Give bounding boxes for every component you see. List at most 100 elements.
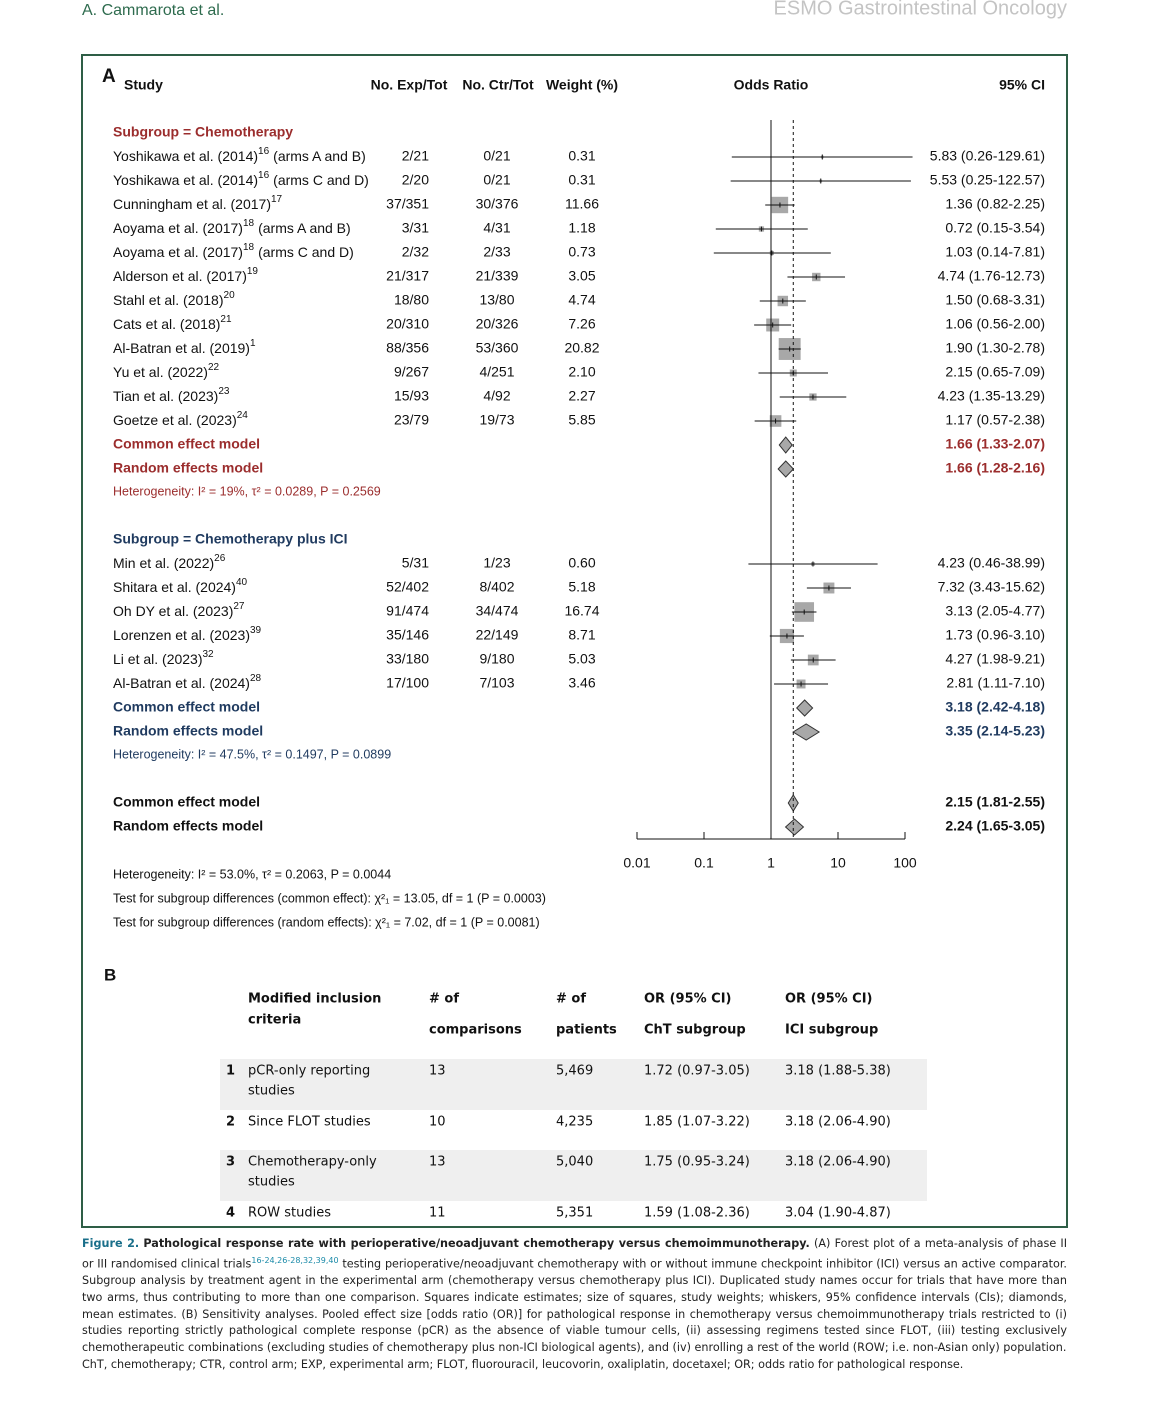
weight: 0.31: [568, 148, 595, 164]
criteria: pCR-only reporting: [248, 1064, 370, 1079]
ctr-count: 30/376: [476, 196, 519, 212]
study-name-text: Alderson et al. (2017): [113, 268, 247, 284]
exp-count: 3/31: [402, 220, 429, 236]
caption-text: testing perioperative/neoadjuvant chemot…: [82, 1257, 1067, 1354]
study-ref: 24: [237, 410, 249, 421]
column-header: Weight (%): [546, 77, 618, 93]
study-name-text: Shitara et al. (2024): [113, 579, 236, 595]
x-tick-label: 0.1: [694, 855, 714, 871]
study-name: Tian et al. (2023)23: [113, 386, 230, 404]
study-ref: 21: [220, 314, 232, 325]
table-header: # of: [429, 992, 459, 1007]
criteria: studies: [248, 1084, 295, 1099]
subgroup-title: Subgroup = Chemotherapy: [113, 124, 293, 140]
model-name: Common effect model: [113, 436, 260, 452]
pooled-ci: 3.35 (2.14-5.23): [945, 723, 1045, 739]
exp-count: 88/356: [386, 340, 429, 356]
ctr-count: 0/21: [483, 148, 510, 164]
criteria: Chemotherapy-only: [248, 1155, 377, 1170]
caption-footnote: ChT, chemotherapy; CTR, control arm; EXP…: [82, 1357, 964, 1371]
study-name-text: Lorenzen et al. (2023): [113, 627, 250, 643]
study-name: Shitara et al. (2024)40: [113, 577, 248, 595]
table-cell: 3.18 (2.06-4.90): [785, 1115, 891, 1130]
subgroup-test: Test for subgroup differences (random ef…: [113, 915, 540, 929]
pooled-ci: 1.66 (1.28-2.16): [945, 460, 1045, 476]
exp-count: 15/93: [394, 388, 429, 404]
study-ci: 2.15 (0.65-7.09): [945, 364, 1045, 380]
ctr-count: 4/92: [483, 388, 510, 404]
table-cell: 3.18 (1.88-5.38): [785, 1064, 891, 1079]
exp-count: 17/100: [386, 675, 429, 691]
study-name-text: Yoshikawa et al. (2014): [113, 172, 258, 188]
pooled-diamond: [778, 436, 793, 454]
study-ref: 16: [258, 146, 270, 157]
ctr-count: 7/103: [479, 675, 514, 691]
study-ci: 4.23 (1.35-13.29): [938, 388, 1045, 404]
study-ref: 26: [214, 553, 226, 564]
table-header: ICI subgroup: [785, 1023, 878, 1038]
pooled-diamond: [787, 794, 799, 812]
table-header: ChT subgroup: [644, 1023, 746, 1038]
row-number: 3: [226, 1155, 235, 1170]
pooled-ci: 1.66 (1.33-2.07): [945, 436, 1045, 452]
study-name: Min et al. (2022)26: [113, 553, 226, 571]
figure-frame: [81, 54, 1068, 1228]
study-name-text: Min et al. (2022): [113, 555, 214, 571]
study-name: Cats et al. (2018)21: [113, 314, 232, 332]
table-cell: 1.85 (1.07-3.22): [644, 1115, 750, 1130]
running-author: A. Cammarota et al.: [82, 2, 224, 19]
pooled-diamond: [792, 723, 821, 741]
heterogeneity: Heterogeneity: I² = 47.5%, τ² = 0.1497, …: [113, 747, 391, 761]
weight: 5.18: [568, 579, 595, 595]
exp-count: 37/351: [386, 196, 429, 212]
caption-refs: 16-24,26-28,32,39,40: [251, 1255, 339, 1265]
exp-count: 2/20: [402, 172, 429, 188]
caption-label: Figure 2.: [82, 1237, 140, 1250]
study-arms: (arms C and D): [273, 172, 369, 188]
study-ci: 1.73 (0.96-3.10): [945, 627, 1045, 643]
criteria: Since FLOT studies: [248, 1115, 371, 1130]
column-header: No. Ctr/Tot: [462, 77, 534, 93]
ctr-count: 4/251: [479, 364, 514, 380]
study-name: Yu et al. (2022)22: [113, 362, 220, 380]
row-number: 2: [226, 1115, 235, 1130]
exp-count: 23/79: [394, 412, 429, 428]
ctr-count: 8/402: [479, 579, 514, 595]
study-ref: 39: [250, 625, 262, 636]
study-ref: 23: [218, 386, 230, 397]
weight: 2.27: [568, 388, 595, 404]
weight: 5.03: [568, 651, 595, 667]
table-cell: 1.75 (0.95-3.24): [644, 1155, 750, 1170]
study-name-text: Yoshikawa et al. (2014): [113, 148, 258, 164]
study-arms: (arms C and D): [258, 244, 354, 260]
caption-title: Pathological response rate with perioper…: [143, 1237, 810, 1250]
study-name-text: Tian et al. (2023): [113, 388, 218, 404]
exp-count: 52/402: [386, 579, 429, 595]
study-ref: 32: [203, 649, 215, 660]
weight: 5.85: [568, 412, 595, 428]
study-ci: 2.81 (1.11-7.10): [946, 675, 1045, 691]
weight: 8.71: [568, 627, 595, 643]
table-cell: 1.72 (0.97-3.05): [644, 1064, 750, 1079]
weight: 4.74: [568, 292, 595, 308]
pooled-diamond: [784, 818, 805, 836]
study-name: Stahl et al. (2018)20: [113, 290, 235, 308]
x-tick-label: 1: [767, 855, 775, 871]
ctr-count: 22/149: [476, 627, 519, 643]
x-tick-label: 0.01: [623, 855, 650, 871]
forest-plot: A Study No. Exp/Tot No. Ctr/Tot Weight (%) Od…: [102, 66, 1045, 929]
study-arms: (arms A and B): [258, 220, 351, 236]
study-name: Alderson et al. (2017)19: [113, 266, 258, 284]
exp-count: 35/146: [386, 627, 429, 643]
study-ci: 1.36 (0.82-2.25): [945, 196, 1045, 212]
study-name-text: Al-Batran et al. (2024): [113, 675, 250, 691]
table-cell: 3.04 (1.90-4.87): [785, 1206, 891, 1221]
weight: 0.60: [568, 555, 595, 571]
ctr-count: 9/180: [479, 651, 514, 667]
study-name-text: Stahl et al. (2018): [113, 292, 224, 308]
study-name-text: Al-Batran et al. (2019): [113, 340, 250, 356]
study-name-text: Goetze et al. (2023): [113, 412, 237, 428]
table-cell: 5,040: [556, 1155, 593, 1170]
